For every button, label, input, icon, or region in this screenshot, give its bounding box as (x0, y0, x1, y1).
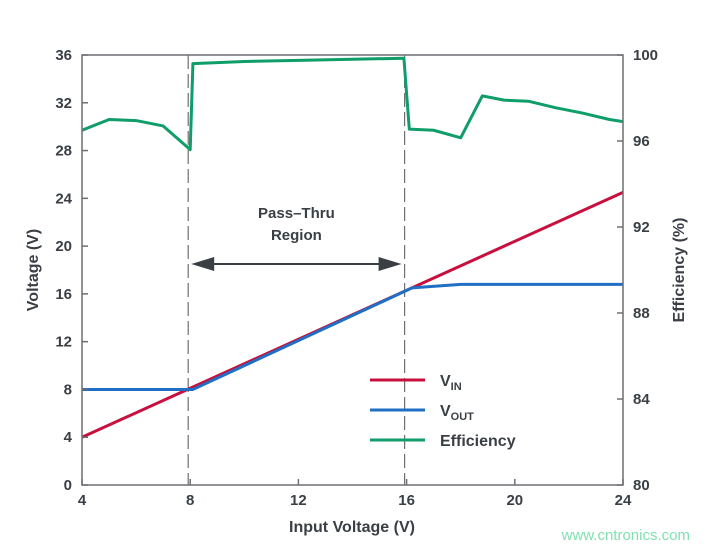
y-tick-label: 8 (64, 381, 72, 398)
y2-tick-label: 88 (633, 305, 650, 322)
series-line-vout (82, 282, 623, 391)
series-group (81, 56, 624, 439)
legend-label: VOUT (440, 403, 474, 423)
annotation-line2: Region (271, 227, 322, 244)
x-tick-label: 16 (398, 492, 415, 509)
x-tick-label: 8 (186, 492, 194, 509)
y2-tick-label: 96 (633, 133, 650, 150)
legend-label: Efficiency (440, 433, 516, 450)
y-tick-label: 36 (55, 47, 72, 64)
legend-label: VIN (440, 373, 462, 393)
y-tick-label: 20 (55, 238, 72, 255)
y2-tick-label: 84 (633, 391, 650, 408)
legend-label-main: V (440, 373, 451, 390)
y2-tick-label: 92 (633, 219, 650, 236)
y-tick-label: 24 (55, 190, 72, 207)
legend-label-sub: IN (451, 381, 462, 393)
plot-frame (81, 54, 624, 486)
y2-tick-label: 80 (633, 477, 650, 494)
y-tick-label: 32 (55, 95, 72, 112)
y2-tick-label: 100 (633, 47, 658, 64)
legend-label-main: Efficiency (440, 433, 516, 450)
x-axis-label: Input Voltage (V) (289, 519, 415, 536)
legend-label-sub: OUT (451, 411, 475, 423)
legend-label-main: V (440, 403, 451, 420)
x-tick-label: 24 (615, 492, 632, 509)
y-tick-label: 28 (55, 143, 72, 160)
x-tick-label: 20 (506, 492, 523, 509)
y-tick-label: 16 (55, 286, 72, 303)
y-tick-label: 0 (64, 477, 72, 494)
pass-thru-annotation (187, 55, 406, 485)
arrow-right-head (378, 257, 402, 271)
y2-axis-label: Efficiency (%) (671, 218, 688, 323)
y-axis-label: Voltage (V) (25, 229, 42, 311)
series-line-efficiency (81, 56, 624, 152)
annotation-line1: Pass–Thru (258, 205, 335, 222)
y-tick-label: 4 (64, 429, 73, 446)
x-tick-label: 4 (78, 492, 87, 509)
x-tick-label: 12 (290, 492, 307, 509)
watermark: www.cntronics.com (561, 527, 690, 544)
arrow-left-head (191, 257, 215, 271)
y-tick-label: 12 (55, 334, 72, 351)
